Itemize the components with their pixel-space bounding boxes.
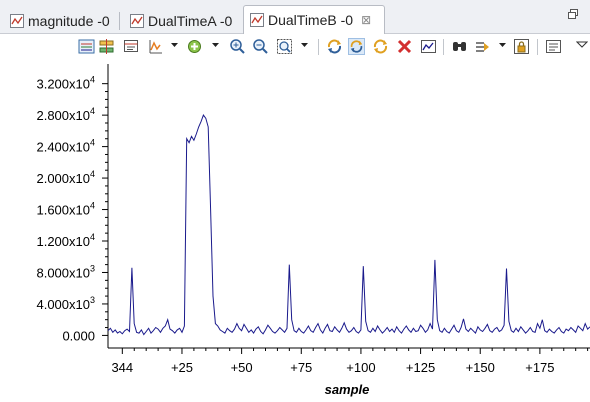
signal-drop-icon[interactable] [147, 38, 164, 55]
snapshot-icon[interactable] [420, 38, 437, 55]
view-menu-icon[interactable] [576, 40, 588, 50]
chart-icon [10, 13, 24, 28]
y-tick-label: 0.000 [62, 328, 95, 343]
x-tick-label: +150 [466, 360, 495, 375]
x-tick-label: +50 [231, 360, 253, 375]
x-tick-label: +125 [406, 360, 435, 375]
add-cursor-icon[interactable] [186, 38, 203, 55]
x-tick-label: 344 [111, 360, 133, 375]
x-tick-label: +25 [171, 360, 193, 375]
x-tick-label: +75 [290, 360, 312, 375]
tab-label: DualTimeA -0 [148, 12, 233, 29]
trace-toggle-icon[interactable] [98, 38, 115, 55]
restore-icon[interactable] [566, 8, 580, 22]
y-axis: 0.000 4.000x103 8.000x103 1.200x104 1.600x10… [36, 75, 108, 343]
zoom-out-icon[interactable] [252, 38, 269, 55]
y-tick-label: 2.800x104 [36, 106, 95, 123]
tab-dualtimea[interactable]: DualTimeA -0 [124, 7, 232, 34]
y-tick-label: 2.400x104 [36, 138, 95, 155]
y-tick-label: 4.000x103 [36, 295, 95, 312]
trace-line [107, 114, 590, 336]
x-tick-label: +175 [525, 360, 554, 375]
toolbar-separator [318, 39, 319, 55]
chevron-down-icon[interactable] [170, 40, 179, 50]
toolbar-separator [443, 39, 444, 55]
tab-label: magnitude -0 [28, 12, 110, 29]
data-view-icon[interactable] [123, 38, 140, 55]
y-tick-label: 1.200x104 [36, 232, 95, 249]
chevron-down-icon[interactable] [211, 40, 220, 50]
find-icon[interactable] [451, 38, 468, 55]
zoom-in-icon[interactable] [229, 38, 246, 55]
tab-magnitude[interactable]: magnitude -0 [4, 7, 110, 34]
properties-icon[interactable] [545, 38, 562, 55]
close-tab-icon[interactable]: ⊠ [361, 13, 372, 27]
tab-bar: magnitude -0 DualTimeA -0 DualTimeB -0 ⊠ [0, 0, 590, 34]
chart-icon [250, 13, 264, 27]
sync-icon[interactable] [326, 38, 343, 55]
y-tick-label: 1.600x104 [36, 201, 95, 218]
y-tick-label: 2.000x104 [36, 169, 95, 186]
x-axis-label: sample [325, 382, 370, 397]
chevron-down-icon[interactable] [498, 40, 507, 50]
step-icon[interactable] [474, 38, 491, 55]
x-tick-label: +100 [346, 360, 375, 375]
sync-pressed-icon[interactable] [348, 38, 365, 55]
toolbar-separator [537, 39, 538, 55]
x-axis: 344 +25 +50 +75 +100 +125 +150 +175 [111, 348, 589, 375]
sync-alt-icon[interactable] [372, 38, 389, 55]
remove-icon[interactable] [396, 38, 413, 55]
chart-toolbar [0, 34, 590, 60]
lock-icon[interactable] [513, 38, 530, 55]
tab-divider [119, 12, 120, 30]
tab-dualtimeb[interactable]: DualTimeB -0 ⊠ [243, 5, 385, 34]
y-tick-label: 3.200x104 [36, 75, 95, 92]
y-tick-label: 8.000x103 [36, 263, 95, 280]
tab-label: DualTimeB -0 [268, 12, 354, 28]
trace-visibility-icon[interactable] [78, 38, 95, 55]
chevron-down-icon[interactable] [300, 40, 309, 50]
zoom-fit-icon[interactable] [276, 38, 293, 55]
chart-icon [130, 13, 144, 28]
